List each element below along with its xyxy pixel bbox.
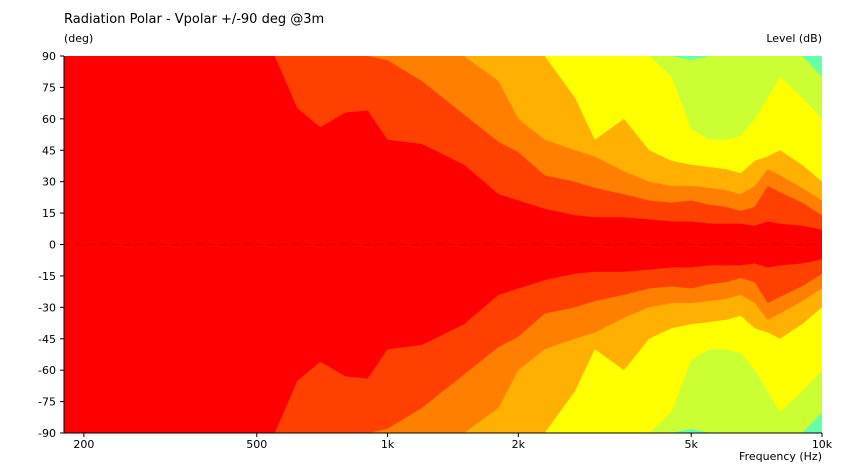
y-tick-label: -90 xyxy=(38,427,56,440)
contour-region-1 xyxy=(64,56,822,433)
y-tick-label: -15 xyxy=(38,270,56,283)
x-tick-label: 200 xyxy=(73,438,94,451)
y-tick-label: -45 xyxy=(38,333,56,346)
x-tick-label: 5k xyxy=(685,438,699,451)
y-tick-label: 60 xyxy=(42,113,56,126)
y-tick-label: 30 xyxy=(42,176,56,189)
x-tick-label: 1k xyxy=(381,438,395,451)
y-tick-label: -75 xyxy=(38,396,56,409)
y-tick-label: 45 xyxy=(42,144,56,157)
x-tick-label: 10k xyxy=(812,438,833,451)
y-tick-label: 90 xyxy=(42,50,56,63)
x-axis-label: Frequency (Hz) xyxy=(739,450,822,463)
x-tick-label: 500 xyxy=(246,438,267,451)
y-tick-label: 15 xyxy=(42,207,56,220)
colorbar-label: Level (dB) xyxy=(766,32,822,45)
x-tick-label: 2k xyxy=(512,438,526,451)
y-tick-label: 0 xyxy=(49,239,56,252)
chart-title: Radiation Polar - Vpolar +/-90 deg @3m xyxy=(64,12,325,27)
y-tick-label: -60 xyxy=(38,364,56,377)
y-tick-label: 75 xyxy=(42,81,56,94)
y-axis-label: (deg) xyxy=(64,32,94,45)
y-tick-label: -30 xyxy=(38,301,56,314)
